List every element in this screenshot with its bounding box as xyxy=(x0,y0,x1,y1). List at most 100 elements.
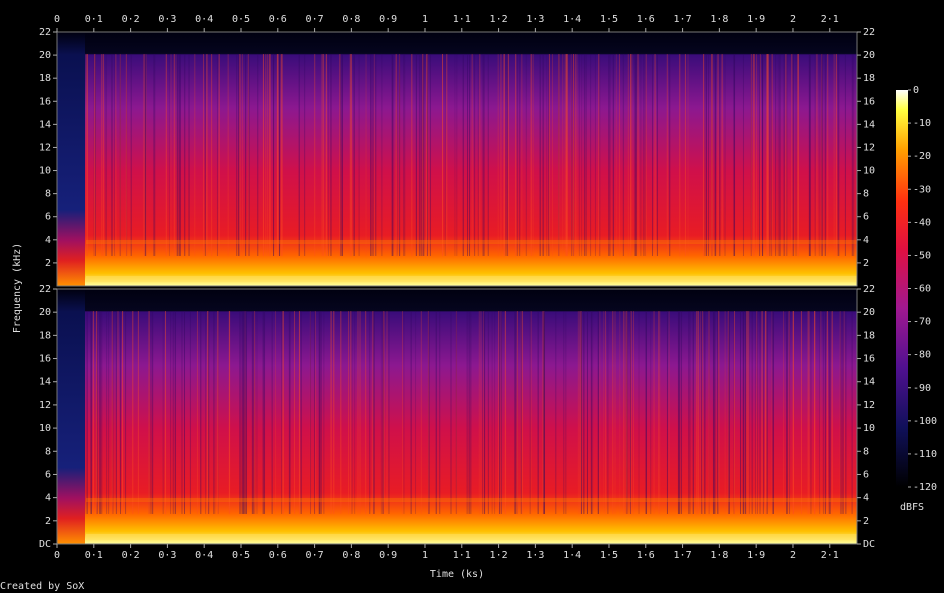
y-tick-label: 8 xyxy=(863,189,869,200)
y-tick-label: 18 xyxy=(39,330,51,341)
y-tick-label: 18 xyxy=(863,330,875,341)
y-tick-label: 16 xyxy=(863,354,875,365)
x-tick-label: 0·8 xyxy=(342,550,360,561)
x-tick-label: 0·6 xyxy=(269,550,287,561)
x-tick-label: 1·6 xyxy=(637,14,655,25)
x-tick-label: 0 xyxy=(54,14,60,25)
y-tick-label: 12 xyxy=(39,400,51,411)
y-tick-label: 22 xyxy=(39,284,51,295)
x-tick-label: 1·4 xyxy=(563,14,581,25)
y-tick-label: 22 xyxy=(863,284,875,295)
y-tick-label: 4 xyxy=(863,493,869,504)
colorbar-tick-label: -120 xyxy=(913,482,937,493)
y-tick-label: 14 xyxy=(39,119,51,130)
y-tick-label: 6 xyxy=(45,212,51,223)
y-tick-label: 8 xyxy=(45,189,51,200)
x-axis-label: Time (ks) xyxy=(430,569,484,580)
x-tick-label: 1 xyxy=(422,550,428,561)
x-tick-label: 0·9 xyxy=(379,14,397,25)
spectrogram-band xyxy=(86,240,857,244)
y-axis-label: Frequency (kHz) xyxy=(12,243,23,333)
x-tick-label: 1·3 xyxy=(526,14,544,25)
x-tick-label: 1·7 xyxy=(674,550,692,561)
colorbar-tick-label: -30 xyxy=(913,184,931,195)
x-tick-label: 1 xyxy=(422,14,428,25)
spectrogram-band xyxy=(86,534,857,540)
y-tick-label: 22 xyxy=(863,27,875,38)
x-tick-label: 1·9 xyxy=(747,550,765,561)
y-tick-label: 10 xyxy=(39,166,51,177)
panel-frame xyxy=(56,31,858,287)
x-tick-label: 0·4 xyxy=(195,550,213,561)
y-tick-label: 14 xyxy=(863,377,875,388)
y-tick-label: 4 xyxy=(45,235,51,246)
y-tick-label: 6 xyxy=(45,469,51,480)
y-tick-label: 10 xyxy=(863,166,875,177)
y-tick-label: 16 xyxy=(39,354,51,365)
colorbar-tick-label: -70 xyxy=(913,317,931,328)
y-tick-label: 6 xyxy=(863,212,869,223)
colorbar-tick-label: -110 xyxy=(913,449,937,460)
y-tick-label: 16 xyxy=(863,96,875,107)
x-tick-label: 2·1 xyxy=(821,550,839,561)
y-tick-label: 12 xyxy=(863,400,875,411)
x-tick-label: 0·8 xyxy=(342,14,360,25)
x-tick-label: 0·5 xyxy=(232,550,250,561)
credit: Created by SoX xyxy=(0,581,84,592)
y-tick-label: 14 xyxy=(863,119,875,130)
spectrogram xyxy=(57,32,857,286)
y-tick-label: 10 xyxy=(863,423,875,434)
x-tick-label: 1·1 xyxy=(453,14,471,25)
x-tick-label: 0·2 xyxy=(122,14,140,25)
x-tick-label: 2 xyxy=(790,550,796,561)
y-tick-label: 22 xyxy=(39,27,51,38)
colorbar-tick-label: -90 xyxy=(913,383,931,394)
x-tick-label: 1·8 xyxy=(710,550,728,561)
colorbar-tick-label: -20 xyxy=(913,151,931,162)
y-tick-label: 16 xyxy=(39,96,51,107)
x-tick-label: 0·5 xyxy=(232,14,250,25)
y-tick-label: 6 xyxy=(863,469,869,480)
y-tick-label: 8 xyxy=(863,446,869,457)
y-tick-label: 14 xyxy=(39,377,51,388)
x-tick-label: 1·2 xyxy=(490,550,508,561)
y-tick-label: 20 xyxy=(863,307,875,318)
colorbar-label: dBFS xyxy=(900,502,924,513)
x-tick-label: 1·4 xyxy=(563,550,581,561)
panel-frame xyxy=(56,288,858,545)
spectrogram xyxy=(57,289,857,544)
y-tick-label: 4 xyxy=(863,235,869,246)
x-tick-label: 0·2 xyxy=(122,550,140,561)
y-tick-label: 20 xyxy=(39,307,51,318)
y-tick-label: 10 xyxy=(39,423,51,434)
spectrogram-quiet xyxy=(57,289,85,544)
y-tick-label: 12 xyxy=(863,142,875,153)
colorbar-tick-label: -100 xyxy=(913,416,937,427)
y-tick-label: 2 xyxy=(45,516,51,527)
x-tick-label: 1·1 xyxy=(453,550,471,561)
x-tick-label: 1·7 xyxy=(674,14,692,25)
y-tick-label: DC xyxy=(863,539,875,550)
x-tick-label: 1·8 xyxy=(710,14,728,25)
x-tick-label: 1·3 xyxy=(526,550,544,561)
x-tick-label: 0·7 xyxy=(306,14,324,25)
y-tick-label: 4 xyxy=(45,493,51,504)
x-tick-label: 1·2 xyxy=(490,14,508,25)
y-tick-label: 2 xyxy=(863,258,869,269)
x-tick-label: 1·5 xyxy=(600,550,618,561)
spectrogram-band xyxy=(86,276,857,282)
colorbar-tick-label: -10 xyxy=(913,118,931,129)
y-tick-label: 18 xyxy=(39,73,51,84)
colorbar-tick-label: -50 xyxy=(913,250,931,261)
x-tick-label: 1·6 xyxy=(637,550,655,561)
x-tick-label: 0·3 xyxy=(158,550,176,561)
y-tick-label: 20 xyxy=(863,50,875,61)
colorbar-tick-label: 0 xyxy=(913,85,919,96)
x-tick-label: 0·1 xyxy=(85,14,103,25)
colorbar-tick-label: -40 xyxy=(913,217,931,228)
x-tick-label: 0·6 xyxy=(269,14,287,25)
x-tick-label: 0·4 xyxy=(195,14,213,25)
x-tick-label: 1·5 xyxy=(600,14,618,25)
x-tick-label: 2·1 xyxy=(821,14,839,25)
